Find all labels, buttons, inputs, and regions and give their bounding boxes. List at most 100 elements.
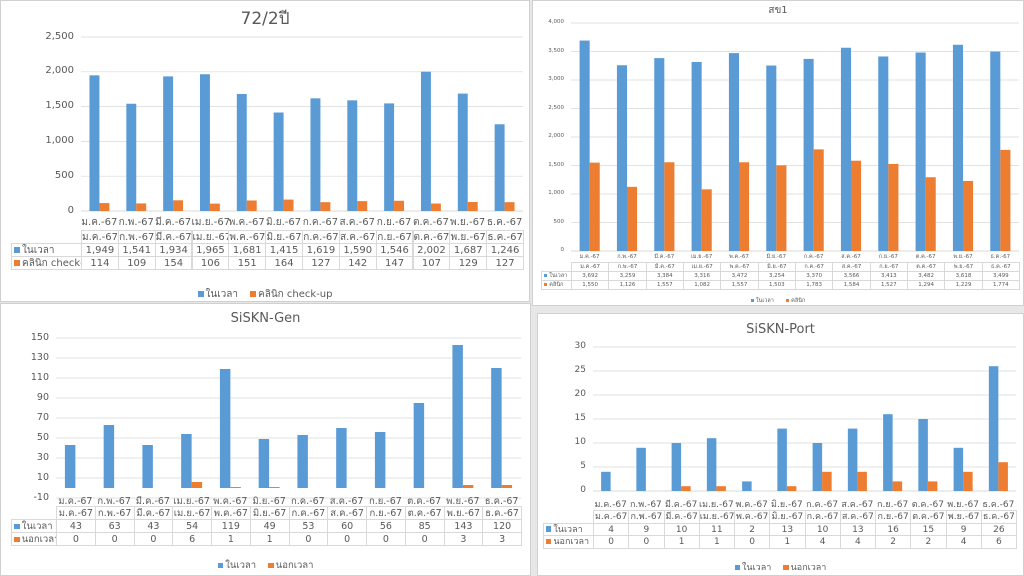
y-tick-label: 0 (560, 247, 565, 254)
chart-title: SiSKN-Port (746, 322, 815, 337)
bar-series2 (998, 462, 1008, 491)
legend-swatch-series1 (217, 562, 224, 569)
table-header-cell: พ.ค.-67 (211, 506, 251, 520)
bar-series2 (925, 177, 936, 251)
table-value-cell: 0 (593, 535, 630, 549)
table-header-cell: พ.ค.-67 (734, 510, 771, 524)
table-value-cell: 107 (412, 256, 451, 270)
bar-series1 (988, 366, 999, 491)
x-category-label: มิ.ย.-67 (771, 500, 803, 510)
table-value-cell: 0 (56, 532, 96, 546)
table-value-cell: 10 (663, 522, 700, 536)
legend-label: นอกเวลา (790, 563, 827, 573)
bar-series2 (786, 486, 797, 491)
bar-series2 (173, 200, 184, 211)
bar-series1 (915, 52, 926, 251)
legend-item: นอกเวลา (783, 563, 826, 573)
table-header-cell: เม.ย.-67 (191, 230, 230, 244)
bar-series1 (952, 44, 963, 251)
bar-series1 (163, 76, 174, 211)
table-value-cell: 1,415 (265, 243, 303, 257)
table-row-label: ในเวลา (543, 522, 594, 536)
y-tick-label: 3,000 (548, 76, 564, 83)
bar-series1 (374, 432, 386, 488)
bar-series1 (654, 58, 665, 251)
chart-legend: ในเวลา คลินิก (533, 297, 1023, 305)
table-header-cell: พ.ค.-67 (228, 230, 267, 244)
table-row-label: คลินิก check-up (11, 256, 82, 270)
table-value-cell: 56 (366, 519, 406, 533)
legend-item: ในเวลา (750, 298, 774, 304)
bar-series2 (462, 485, 474, 488)
table-header-cell: มี.ค.-67 (133, 506, 174, 520)
table-header-cell: ก.พ.-67 (94, 506, 135, 520)
legend-swatch-series2 (250, 291, 257, 297)
x-category-label: ธ.ค.-67 (982, 500, 1015, 510)
table-value-cell: 1,557 (645, 280, 684, 290)
x-category-label: มิ.ย.-67 (252, 496, 286, 507)
table-value-cell: 4 (804, 535, 841, 549)
table-value-cell: 0 (734, 535, 771, 549)
x-category-label: มี.ค.-67 (155, 217, 192, 228)
bar-series1 (273, 112, 284, 211)
table-value-cell: 1,550 (571, 280, 610, 290)
table-header-cell: ก.พ.-67 (628, 510, 665, 524)
table-value-cell: 1,546 (375, 243, 414, 257)
table-value-cell: 0 (404, 532, 445, 546)
x-category-label: ต.ค.-67 (915, 254, 936, 260)
x-category-label: มี.ค.-67 (135, 496, 170, 507)
table-value-cell: 85 (404, 519, 445, 533)
chart-panel-siskn-gen: SiSKN-Gen -10 10 30 50 70 90 110 130 150 ม.ค.-67 ก.… (0, 303, 531, 576)
table-value-cell: 53 (288, 519, 329, 533)
table-header-cell: ธ.ค.-67 (980, 510, 1017, 524)
legend-swatch-series2 (783, 564, 789, 571)
table-value-cell: 0 (94, 532, 135, 546)
table-value-cell: 1,965 (191, 243, 230, 257)
legend-item: ในเวลา (217, 560, 256, 571)
table-header-cell: เม.ย.-67 (698, 510, 735, 524)
table-value-cell: 1,584 (832, 280, 871, 290)
table-value-cell: 1,619 (302, 243, 340, 257)
table-header-cell: มิ.ย.-67 (249, 506, 290, 520)
table-header-cell: มี.ค.-67 (663, 510, 700, 524)
x-category-label: พ.ย.-67 (446, 496, 480, 507)
bar-series2 (664, 162, 675, 251)
table-header-cell: ก.ย.-67 (875, 510, 912, 524)
table-value-cell: 143 (443, 519, 484, 533)
table-row-label: ในเวลา (11, 519, 57, 533)
table-value-cell: 43 (133, 519, 174, 533)
legend-label: คลินิก check-up (258, 289, 333, 300)
x-category-label: ม.ค.-67 (81, 217, 118, 228)
table-value-cell: 11 (698, 522, 735, 536)
y-tick-label: 4,000 (548, 19, 564, 26)
y-tick-label: -10 (33, 491, 49, 503)
chart-panel-siskn-port: SiSKN-Port 0 5 10 15 20 25 30 ม.ค.-67 ก.พ.-67 มี.ค… (537, 313, 1024, 576)
y-tick-label: 2,500 (548, 104, 564, 111)
legend-swatch-series2 (546, 538, 552, 545)
chart-panel-sk1: สข1 0 500 1,000 1,500 2,000 2,500 3,000 3,500 4,0… (532, 0, 1024, 306)
table-value-cell: 63 (94, 519, 135, 533)
table-header-cell: ส.ค.-67 (327, 506, 367, 520)
bar-series2 (99, 203, 110, 211)
x-category-label: ธ.ค.-67 (990, 254, 1011, 260)
bar-series1 (103, 425, 115, 488)
table-value-cell: 16 (875, 522, 912, 536)
legend-swatch-series1 (197, 291, 204, 297)
table-header-cell: ส.ค.-67 (338, 230, 377, 244)
bar-series2 (681, 486, 691, 491)
bar-series1 (840, 47, 851, 251)
legend-swatch-series1 (734, 564, 741, 571)
table-header-cell: มิ.ย.-67 (265, 230, 303, 244)
bar-series1 (803, 58, 814, 251)
table-value-cell: 2 (734, 522, 771, 536)
table-value-cell: 1,082 (683, 280, 722, 290)
table-header-cell: ต.ค.-67 (910, 510, 947, 524)
bar-series1 (777, 428, 787, 491)
x-category-label: มิ.ย.-67 (265, 217, 302, 228)
bar-series1 (126, 103, 137, 211)
x-category-label: ส.ค.-67 (841, 254, 861, 260)
table-header-cell: ต.ค.-67 (404, 506, 445, 520)
table-header-cell: มี.ค.-67 (154, 230, 193, 244)
legend-swatch-series1 (14, 523, 20, 530)
legend-label: ในเวลา (742, 563, 772, 573)
